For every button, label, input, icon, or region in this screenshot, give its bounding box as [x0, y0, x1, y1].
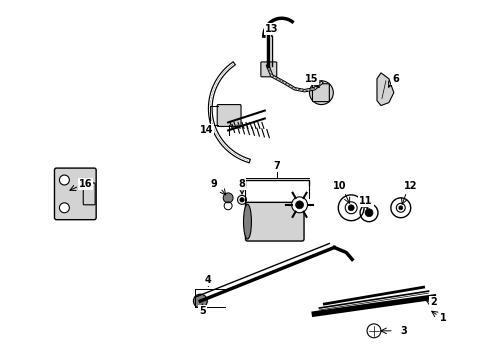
Text: 9: 9	[210, 179, 217, 189]
Ellipse shape	[243, 204, 251, 239]
Circle shape	[60, 203, 69, 213]
Text: 1: 1	[439, 313, 446, 323]
Circle shape	[365, 209, 372, 217]
Text: 5: 5	[199, 306, 205, 316]
FancyBboxPatch shape	[217, 105, 241, 126]
FancyBboxPatch shape	[54, 168, 96, 220]
Text: 4: 4	[204, 275, 211, 285]
Circle shape	[239, 198, 244, 202]
Polygon shape	[376, 73, 393, 105]
Circle shape	[309, 81, 333, 105]
Circle shape	[398, 206, 402, 210]
Circle shape	[193, 294, 207, 308]
Circle shape	[223, 193, 233, 203]
Text: 13: 13	[264, 24, 278, 34]
Circle shape	[291, 197, 307, 213]
Text: 11: 11	[359, 196, 372, 206]
Text: 15: 15	[304, 74, 318, 84]
FancyBboxPatch shape	[245, 202, 304, 241]
Circle shape	[295, 201, 303, 209]
Text: 10: 10	[332, 181, 346, 191]
Circle shape	[60, 175, 69, 185]
FancyBboxPatch shape	[312, 84, 328, 102]
FancyBboxPatch shape	[83, 183, 95, 205]
Circle shape	[347, 205, 353, 211]
Text: 16: 16	[79, 179, 92, 189]
Text: 14: 14	[199, 125, 213, 135]
Text: 3: 3	[400, 326, 407, 336]
Text: 7: 7	[273, 161, 280, 171]
FancyBboxPatch shape	[260, 62, 276, 77]
Text: 8: 8	[238, 179, 245, 189]
Text: 12: 12	[403, 181, 417, 191]
Circle shape	[237, 195, 246, 204]
Text: 2: 2	[429, 297, 436, 307]
Circle shape	[318, 90, 324, 96]
Circle shape	[315, 87, 326, 99]
Text: 6: 6	[392, 74, 398, 84]
